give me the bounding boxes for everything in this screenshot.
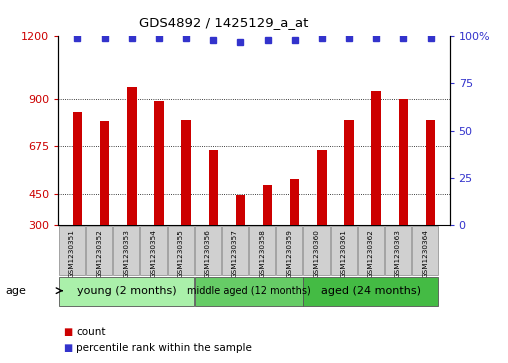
Text: GSM1230353: GSM1230353 bbox=[123, 229, 130, 278]
Bar bbox=[181, 120, 191, 225]
Bar bbox=[140, 226, 167, 276]
Bar bbox=[73, 112, 82, 225]
Bar bbox=[222, 226, 248, 276]
Bar bbox=[168, 226, 194, 276]
Bar bbox=[426, 120, 435, 225]
Text: GSM1230356: GSM1230356 bbox=[205, 229, 211, 278]
Text: GSM1230363: GSM1230363 bbox=[395, 229, 401, 278]
Bar bbox=[195, 226, 221, 276]
Text: GSM1230361: GSM1230361 bbox=[341, 229, 346, 278]
Bar bbox=[399, 99, 408, 225]
Bar bbox=[59, 226, 85, 276]
Text: GSM1230362: GSM1230362 bbox=[368, 229, 374, 278]
Text: GDS4892 / 1425129_a_at: GDS4892 / 1425129_a_at bbox=[139, 16, 308, 29]
Bar bbox=[263, 185, 272, 225]
Bar bbox=[154, 101, 164, 225]
Bar bbox=[249, 226, 275, 276]
Text: GSM1230352: GSM1230352 bbox=[96, 229, 102, 278]
Text: GSM1230351: GSM1230351 bbox=[69, 229, 75, 278]
Text: age: age bbox=[5, 286, 26, 296]
Bar bbox=[358, 226, 384, 276]
Bar bbox=[331, 226, 357, 276]
Bar bbox=[371, 91, 381, 225]
Bar bbox=[59, 277, 194, 306]
Text: count: count bbox=[76, 327, 106, 337]
Bar bbox=[317, 150, 327, 225]
Text: ■: ■ bbox=[64, 327, 73, 337]
Bar bbox=[208, 150, 218, 225]
Text: young (2 months): young (2 months) bbox=[77, 286, 176, 296]
Bar bbox=[86, 226, 112, 276]
Bar bbox=[344, 120, 354, 225]
Text: GSM1230360: GSM1230360 bbox=[313, 229, 320, 278]
Text: GSM1230357: GSM1230357 bbox=[232, 229, 238, 278]
Bar bbox=[303, 277, 438, 306]
Text: aged (24 months): aged (24 months) bbox=[321, 286, 421, 296]
Bar bbox=[276, 226, 302, 276]
Bar bbox=[385, 226, 411, 276]
Text: GSM1230358: GSM1230358 bbox=[259, 229, 265, 278]
Text: ■: ■ bbox=[64, 343, 73, 354]
Bar bbox=[412, 226, 438, 276]
Bar bbox=[290, 179, 300, 225]
Bar bbox=[195, 277, 303, 306]
Bar bbox=[113, 226, 139, 276]
Text: GSM1230354: GSM1230354 bbox=[150, 229, 156, 278]
Text: percentile rank within the sample: percentile rank within the sample bbox=[76, 343, 252, 354]
Text: GSM1230364: GSM1230364 bbox=[422, 229, 428, 278]
Bar bbox=[303, 226, 330, 276]
Bar bbox=[100, 121, 109, 225]
Text: middle aged (12 months): middle aged (12 months) bbox=[187, 286, 310, 296]
Text: GSM1230355: GSM1230355 bbox=[178, 229, 184, 278]
Bar bbox=[127, 87, 137, 225]
Text: GSM1230359: GSM1230359 bbox=[287, 229, 292, 278]
Bar bbox=[236, 195, 245, 225]
